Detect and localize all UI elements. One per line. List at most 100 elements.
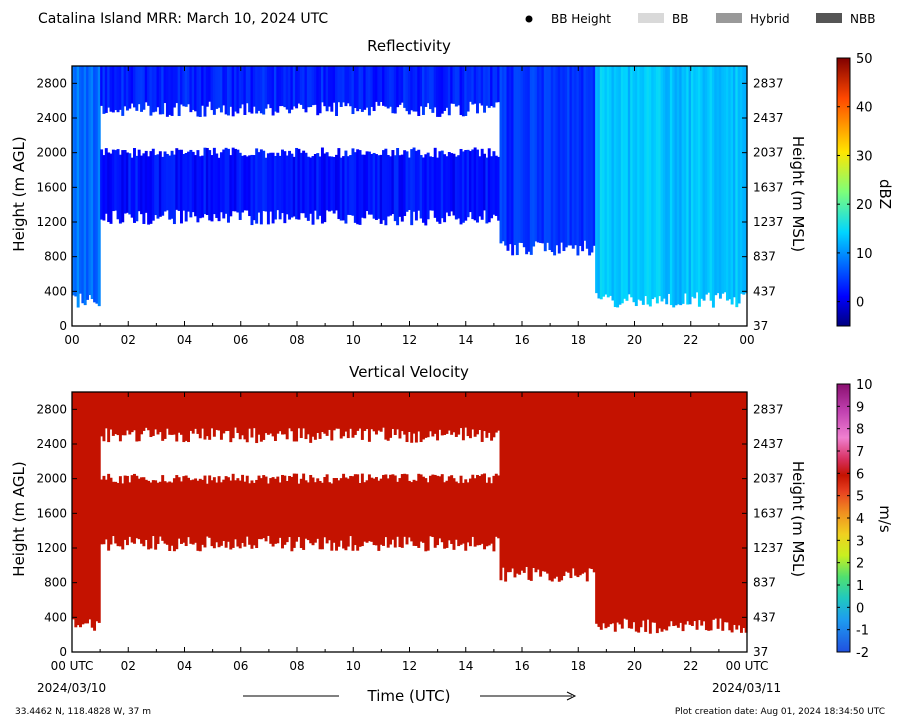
- colorbar: [836, 57, 851, 327]
- echo-cell: [177, 66, 181, 117]
- echo-cell: [210, 155, 214, 222]
- echo-cell: [133, 392, 136, 431]
- echo-cell: [290, 476, 294, 552]
- echo-cell: [346, 392, 350, 439]
- echo-cell: [501, 66, 505, 242]
- echo-cell: [532, 66, 536, 247]
- echo-cell: [623, 392, 627, 619]
- echo-cell: [222, 392, 226, 434]
- echo-cell: [667, 66, 671, 294]
- echo-cell: [440, 150, 444, 219]
- y-tick-label-right: 2037: [753, 472, 784, 486]
- y-tick-label-left: 2800: [36, 76, 67, 90]
- echo-cell: [158, 392, 162, 433]
- echo-cell: [175, 392, 179, 442]
- echo-cell: [365, 66, 369, 108]
- echo-cell: [264, 157, 268, 212]
- echo-cell: [137, 66, 141, 105]
- echo-cell: [114, 150, 118, 211]
- echo-cell: [203, 66, 207, 117]
- echo-cell: [278, 66, 282, 107]
- bright-band-legend: BB Height BB Hybrid NBB: [525, 12, 875, 26]
- echo-cell: [744, 66, 748, 294]
- echo-cell: [144, 150, 148, 213]
- echo-cell: [403, 473, 407, 537]
- echo-cell: [646, 392, 650, 620]
- echo-cell: [384, 474, 388, 538]
- echo-cell: [384, 392, 388, 440]
- figure-title: Catalina Island MRR: March 10, 2024 UTC: [38, 11, 328, 27]
- echo-cell: [630, 392, 634, 629]
- echo-cell: [438, 476, 442, 539]
- echo-cell: [576, 392, 580, 578]
- x-tick-label: 08: [289, 333, 304, 347]
- reflectivity-colorbar-label: dBZ: [876, 179, 894, 209]
- echo-cell: [123, 150, 127, 214]
- echo-cell: [599, 392, 603, 630]
- echo-cell: [205, 483, 209, 537]
- echo-cell: [271, 392, 275, 437]
- echo-cell: [683, 392, 687, 625]
- echo-cell: [130, 66, 134, 104]
- echo-cell: [613, 66, 617, 308]
- echo-cell: [344, 66, 348, 107]
- echo-cell: [365, 480, 369, 543]
- echo-cell: [473, 392, 477, 437]
- echo-cell: [739, 392, 743, 633]
- echo-cell: [102, 155, 106, 221]
- echo-cell: [276, 66, 280, 113]
- echo-cell: [494, 155, 498, 216]
- echo-cell: [149, 66, 153, 116]
- echo-cell: [76, 392, 80, 626]
- echo-cell: [728, 66, 732, 300]
- echo-cell: [349, 475, 353, 537]
- echo-cell: [292, 156, 296, 217]
- echo-cell: [102, 66, 106, 114]
- echo-cell: [273, 392, 277, 441]
- echo-cell: [306, 66, 310, 108]
- echo-cell: [219, 66, 223, 113]
- echo-cell: [480, 66, 484, 106]
- echo-cell: [271, 477, 275, 547]
- echo-cell: [283, 475, 287, 545]
- reflectivity-echoes: [72, 66, 748, 308]
- echo-cell: [414, 480, 418, 546]
- echo-cell: [421, 66, 425, 115]
- echo-cell: [116, 149, 120, 220]
- echo-cell: [187, 66, 190, 105]
- reflectivity-ylabel-right: Height (m MSL): [789, 136, 807, 252]
- echo-cell: [151, 480, 155, 537]
- echo-cell: [299, 478, 303, 549]
- echo-cell: [459, 148, 463, 225]
- echo-cell: [316, 66, 320, 116]
- colorbar-tick-label: 10: [856, 378, 873, 393]
- echo-cell: [133, 473, 136, 544]
- echo-cell: [212, 66, 216, 115]
- echo-cell: [426, 482, 430, 551]
- echo-cell: [111, 149, 115, 212]
- echo-cell: [201, 392, 205, 429]
- echo-cell: [595, 66, 599, 294]
- echo-cell: [198, 66, 202, 117]
- echo-cell: [210, 480, 214, 547]
- x-tick-label: 14: [458, 333, 473, 347]
- echo-cell: [328, 482, 331, 541]
- echo-cell: [248, 483, 252, 545]
- echo-cell: [711, 392, 715, 620]
- echo-cell: [323, 153, 327, 223]
- echo-cell: [259, 478, 263, 540]
- echo-cell: [302, 66, 306, 109]
- echo-cell: [180, 66, 183, 105]
- echo-cell: [212, 477, 216, 549]
- x-tick-label: 02: [121, 333, 136, 347]
- echo-cell: [405, 66, 409, 112]
- echo-cell: [74, 392, 78, 628]
- echo-cell: [257, 66, 261, 111]
- echo-cell: [175, 66, 179, 104]
- echo-cell: [695, 392, 699, 630]
- echo-cell: [651, 392, 655, 623]
- echo-cell: [471, 392, 475, 430]
- echo-cell: [198, 156, 202, 219]
- echo-cell: [93, 66, 97, 303]
